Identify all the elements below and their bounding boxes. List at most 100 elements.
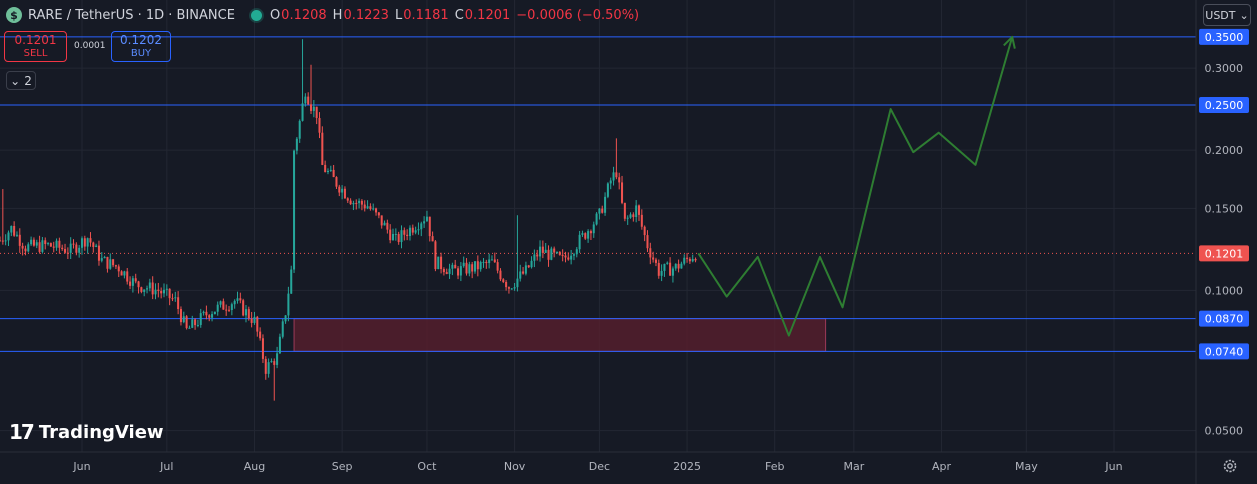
candle [640, 209, 643, 230]
candle [126, 268, 129, 285]
candle-body [185, 316, 188, 329]
candle-body [380, 215, 383, 226]
sell-button[interactable]: 0.1201 SELL [4, 31, 67, 62]
candle-body [109, 259, 112, 269]
candle-body [606, 183, 609, 197]
candle [346, 197, 349, 203]
currency-selector[interactable]: USDT ⌄ [1203, 4, 1251, 26]
candle-body [394, 233, 397, 235]
candle-body [208, 315, 211, 318]
chart-grid [0, 0, 1196, 452]
candle [58, 237, 61, 254]
candle-body [431, 236, 434, 242]
candle [143, 289, 146, 297]
candle [457, 266, 460, 280]
candle [476, 255, 479, 277]
tradingview-logo[interactable]: 17 TradingView [9, 420, 164, 444]
candle [18, 228, 21, 253]
symbol-title[interactable]: RARE / TetherUS · 1D · BINANCE [28, 7, 235, 23]
candle [38, 235, 41, 254]
candle [165, 284, 168, 296]
candle [326, 168, 329, 175]
candle [524, 261, 527, 276]
candle [72, 239, 75, 249]
candle-body [83, 238, 86, 247]
candle [510, 287, 513, 290]
candle-body [151, 282, 154, 295]
candle-body [671, 268, 674, 276]
candle-body [264, 358, 267, 374]
candle [182, 311, 185, 324]
candle [4, 234, 7, 246]
time-axis[interactable]: Jun Jul Aug Sep Oct Nov Dec 2025 Feb Mar Apr May Jun [72, 460, 1122, 473]
price-tag-bg [1199, 310, 1249, 327]
candle [425, 210, 428, 222]
candle [408, 225, 411, 241]
candle [358, 198, 361, 209]
candle-body [106, 256, 109, 269]
price-axis[interactable]: 0.3000 0.2000 0.1500 0.1000 0.0500 [1205, 62, 1244, 438]
buy-button[interactable]: 0.1202 BUY [111, 31, 171, 62]
candle-body [657, 262, 660, 276]
candle [663, 263, 666, 277]
candle-body [329, 169, 332, 171]
candle-body [38, 242, 41, 252]
candle [157, 282, 160, 298]
price-tag-bg [1199, 96, 1249, 113]
candle [21, 242, 24, 256]
price-tick-label: 0.1500 [1205, 202, 1244, 215]
candle [459, 262, 462, 282]
candle [533, 249, 536, 268]
candle-body [375, 208, 378, 213]
candle-body [669, 262, 672, 276]
candle [61, 244, 64, 251]
currency-value: USDT [1205, 8, 1236, 22]
candle-body [114, 265, 117, 267]
indicators-toggle-button[interactable]: ⌄ 2 [6, 71, 36, 90]
candle-body [377, 212, 380, 216]
candle [541, 240, 544, 259]
candle-body [680, 263, 683, 269]
candle [222, 298, 225, 310]
candle-body [479, 262, 482, 270]
candle [428, 216, 431, 242]
candle-body [346, 198, 349, 201]
candle [578, 230, 581, 253]
candle-body [544, 249, 547, 253]
candle-body [304, 96, 307, 104]
candle [307, 92, 310, 106]
candle [411, 224, 414, 236]
candle [318, 112, 321, 139]
gear-icon[interactable] [1222, 458, 1238, 474]
candle [527, 264, 530, 269]
candle [598, 208, 601, 220]
candle-body [465, 262, 468, 274]
candle-body [1, 240, 4, 242]
candle-body [612, 172, 615, 181]
candle [643, 225, 646, 242]
candle [609, 177, 612, 190]
candle [256, 315, 259, 337]
candles [0, 39, 697, 401]
candle-body [267, 362, 270, 374]
candle-body [448, 268, 451, 274]
candle-body [112, 259, 115, 266]
candle [604, 192, 607, 216]
candle-body [259, 331, 262, 339]
price-tag-text: 0.1201 [1205, 247, 1244, 260]
candle-body [95, 245, 98, 247]
candle-body [510, 288, 513, 290]
candle-body [476, 261, 479, 270]
time-tick-label: Feb [765, 460, 784, 473]
candle [683, 254, 686, 266]
candle-body [253, 316, 256, 323]
candle-body [117, 266, 120, 272]
projection-layer [697, 35, 1016, 337]
buy-label: BUY [130, 48, 152, 59]
candle-body [250, 318, 253, 323]
candle [674, 263, 677, 271]
high-label: H [332, 7, 343, 23]
close-value: 0.1201 [464, 7, 511, 23]
candle [513, 283, 516, 291]
